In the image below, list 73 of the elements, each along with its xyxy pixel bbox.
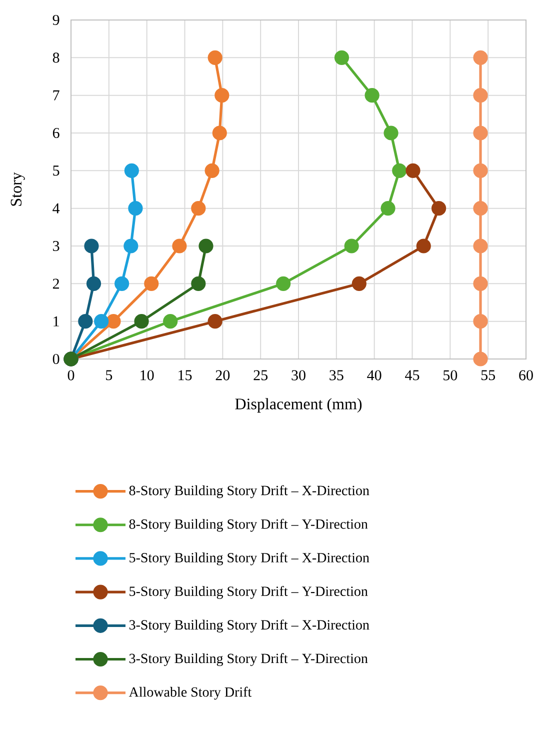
x-tick-label: 25 (254, 370, 268, 380)
point (380, 201, 396, 216)
legend-label: 3-Story Building Story Drift – Y-Direction (129, 653, 368, 666)
x-tick-label: 0 (68, 370, 74, 380)
point (276, 276, 291, 291)
point (473, 276, 488, 291)
y-tick-label: 2 (52, 278, 59, 289)
point (473, 163, 488, 178)
x-tick-label: 35 (330, 370, 344, 380)
legend-label: 8-Story Building Story Drift – Y-Direction (129, 518, 368, 532)
point (86, 276, 102, 291)
point (208, 314, 222, 329)
point (204, 163, 220, 178)
point (198, 238, 214, 254)
point (214, 88, 230, 103)
x-tick-label: 20 (216, 370, 230, 380)
point (473, 50, 488, 65)
point (344, 238, 359, 254)
legend-label: 3-Story Building Story Drift – X-Direction (129, 620, 370, 632)
point (473, 352, 488, 366)
point (124, 163, 139, 178)
point (134, 314, 149, 329)
point (406, 163, 420, 178)
point (124, 238, 138, 254)
point (191, 201, 206, 216)
point (416, 238, 431, 254)
point (172, 238, 187, 254)
point (473, 126, 488, 140)
point (78, 314, 93, 329)
point (106, 314, 121, 329)
point (114, 276, 130, 291)
point (128, 201, 143, 216)
y-tick-label: 5 (53, 166, 60, 176)
y-tick-label: 4 (52, 203, 60, 214)
point (334, 50, 350, 65)
x-tick-label: 45 (405, 370, 420, 380)
point (94, 314, 109, 329)
point (431, 201, 446, 216)
x-tick-label: 50 (444, 370, 458, 380)
point (364, 88, 380, 103)
y-tick-label: 3 (53, 240, 60, 252)
y-tick-label: 0 (52, 354, 60, 364)
point (191, 276, 206, 291)
y-tick-label: 7 (53, 90, 60, 100)
x-tick-label: 40 (367, 370, 382, 380)
legend-label: 5-Story Building Story Drift – X-Direction (130, 552, 370, 566)
point (352, 276, 366, 291)
legend-label: Allowable Story Drift (128, 686, 252, 700)
y-tick-label: 8 (52, 52, 60, 63)
y-tick-label: 9 (52, 14, 60, 26)
legend-label: 5-Story Building Story Drift – Y-Direction (130, 586, 368, 599)
x-tick-label: 55 (481, 370, 496, 380)
point (384, 126, 398, 140)
point (473, 314, 488, 329)
x-tick-label: 10 (140, 370, 154, 380)
x-tick-label: 15 (178, 370, 192, 380)
point (392, 163, 407, 178)
legend-label: 8-Story Building Story Drift – X-Direction (129, 485, 370, 498)
point (84, 238, 99, 254)
x-tick-label: 60 (519, 370, 533, 380)
point (208, 50, 222, 65)
y-tick-label: 1 (54, 316, 59, 326)
y-axis-title: Story (10, 172, 25, 206)
point (163, 314, 178, 329)
point (473, 201, 488, 216)
x-tick-label: 5 (106, 370, 112, 380)
point (473, 238, 488, 254)
x-tick-label: 30 (292, 370, 306, 380)
x-axis-title: Displacement (mm) (235, 398, 362, 413)
point (473, 88, 488, 103)
point (144, 276, 159, 291)
point (212, 126, 227, 140)
y-tick-label: 6 (52, 128, 60, 138)
